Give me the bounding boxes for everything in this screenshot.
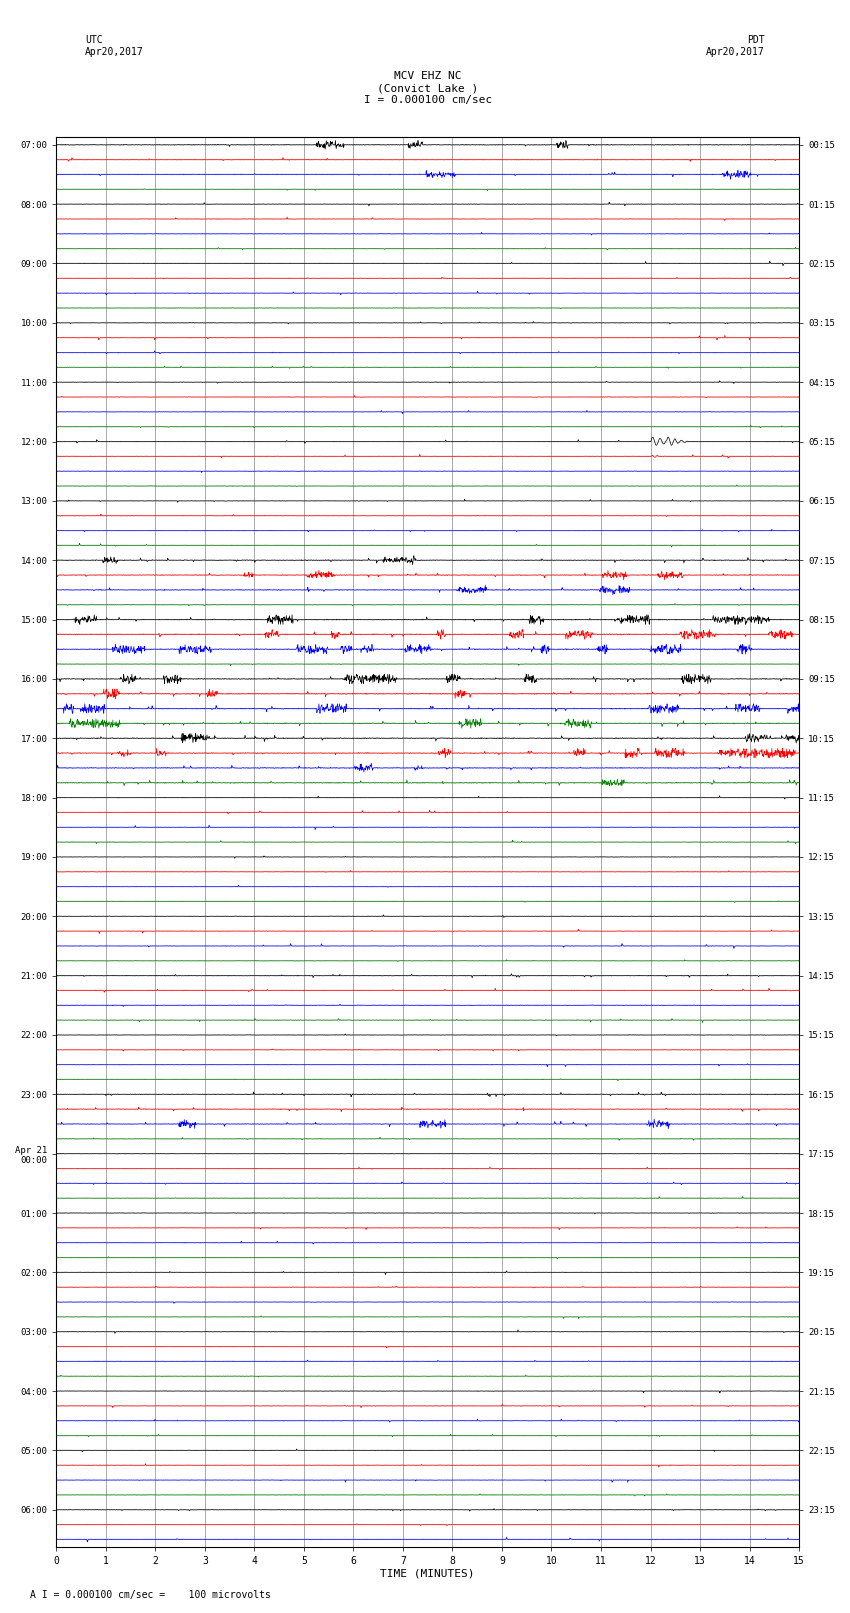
X-axis label: TIME (MINUTES): TIME (MINUTES) — [381, 1569, 475, 1579]
Text: A I = 0.000100 cm/sec =    100 microvolts: A I = 0.000100 cm/sec = 100 microvolts — [30, 1590, 270, 1600]
Title: MCV EHZ NC
(Convict Lake )
I = 0.000100 cm/sec: MCV EHZ NC (Convict Lake ) I = 0.000100 … — [364, 71, 492, 105]
Text: Apr20,2017: Apr20,2017 — [706, 47, 765, 56]
Text: UTC: UTC — [85, 35, 103, 45]
Text: Apr20,2017: Apr20,2017 — [85, 47, 144, 56]
Text: PDT: PDT — [747, 35, 765, 45]
